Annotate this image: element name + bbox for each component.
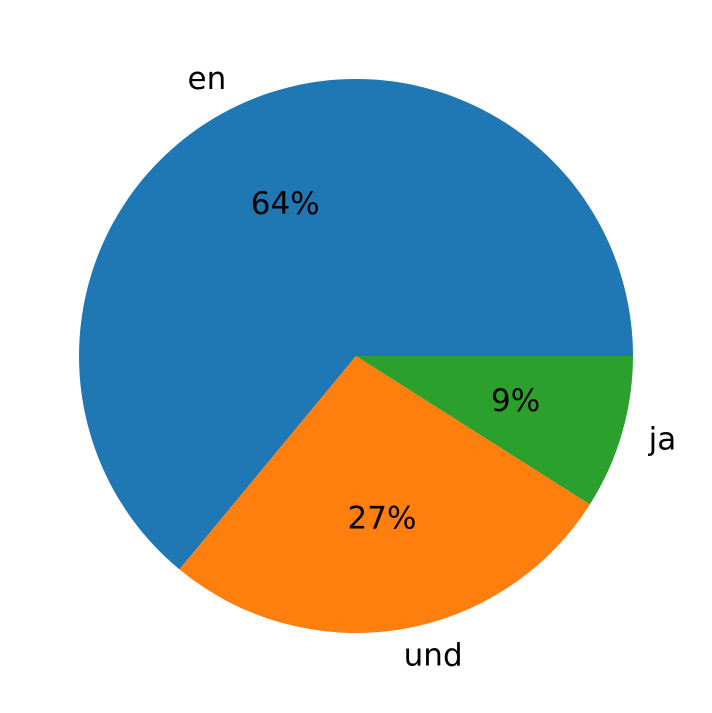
value-label: 27%: [348, 501, 417, 537]
value-label: 9%: [491, 383, 540, 419]
pie-slice: [356, 356, 633, 505]
pie-slice: [78, 79, 633, 570]
value-label: 64%: [251, 186, 320, 222]
slice-label: und: [404, 637, 463, 673]
pie-slice: [179, 356, 590, 634]
slice-label: ja: [648, 422, 677, 458]
slice-label: en: [188, 61, 227, 97]
